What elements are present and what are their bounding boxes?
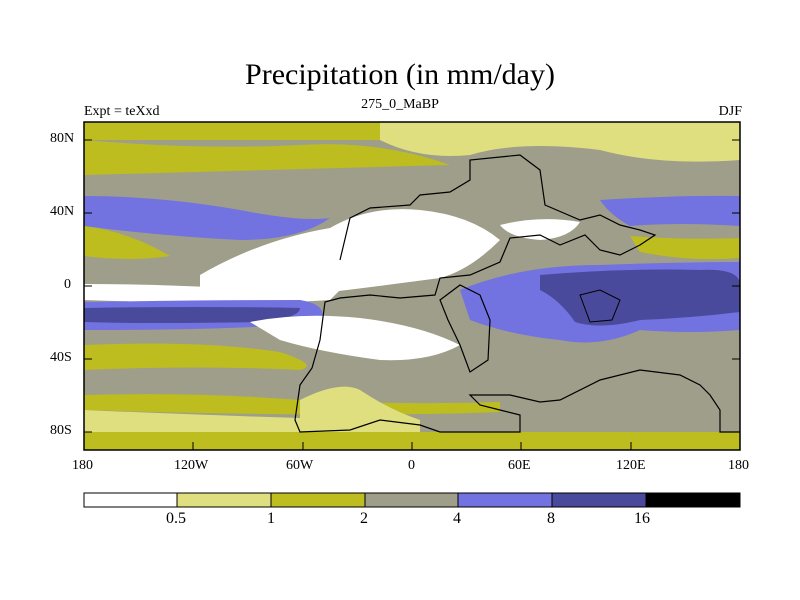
south-polar-band bbox=[84, 432, 740, 450]
lat-tick-label: 40S bbox=[50, 350, 72, 365]
island-outline bbox=[579, 289, 621, 323]
lat-tick-label: 80N bbox=[50, 131, 75, 146]
dry-continent-north bbox=[200, 209, 500, 296]
subtropical-band-east bbox=[630, 236, 740, 260]
season-label: DJF bbox=[718, 104, 742, 119]
colorbar-bin-2 bbox=[270, 492, 366, 508]
north-mid-band bbox=[84, 140, 450, 175]
tropical-wet-core-west bbox=[84, 307, 300, 323]
period-label: 275_0_MaBP bbox=[361, 97, 439, 112]
lat-tick-label: 80S bbox=[50, 423, 72, 438]
map-plot-area bbox=[83, 121, 741, 451]
colorbar-bin-4 bbox=[457, 492, 553, 508]
lon-tick-label: 120E bbox=[616, 458, 646, 473]
lon-tick-marks bbox=[83, 442, 741, 450]
southern-polar-light-band bbox=[84, 410, 300, 432]
southern-ocean-band bbox=[540, 370, 740, 399]
north-atlantic-storm-track bbox=[84, 196, 330, 240]
north-pacific-storm-track bbox=[600, 195, 740, 226]
southern-continent-outline bbox=[439, 284, 491, 373]
north-light-region bbox=[380, 122, 740, 162]
colorbar-label: 0.5 bbox=[166, 510, 186, 527]
lon-tick-label: 120W bbox=[174, 458, 209, 473]
colorbar-label: 2 bbox=[360, 510, 368, 527]
lat-tick-marks bbox=[84, 139, 740, 433]
dry-continent-south bbox=[250, 315, 460, 361]
colorbar-label: 8 bbox=[547, 510, 555, 527]
colorbar bbox=[83, 492, 741, 508]
experiment-label: Expt = teXxd bbox=[84, 104, 160, 119]
continent-outline bbox=[294, 154, 740, 433]
southern-mid-band bbox=[84, 343, 307, 370]
lon-tick-label: 60W bbox=[286, 458, 314, 473]
lat-tick-label: 0 bbox=[64, 277, 71, 292]
colorbar-bin-6 bbox=[645, 492, 741, 508]
lat-tick-label: 40N bbox=[50, 204, 75, 219]
colorbar-label: 1 bbox=[267, 510, 275, 527]
dry-region-northeast bbox=[500, 219, 580, 240]
map-title: Precipitation (in mm/day) bbox=[245, 58, 555, 91]
tropical-wet-core-east bbox=[540, 269, 740, 326]
southern-storm-band bbox=[84, 394, 500, 415]
subtropical-band-west bbox=[84, 226, 170, 259]
lon-tick-label: 180 bbox=[728, 458, 749, 473]
lon-tick-label: 0 bbox=[408, 458, 415, 473]
equatorial-dry-strip bbox=[84, 284, 340, 303]
colorbar-bin-3 bbox=[364, 492, 459, 508]
colorbar-bin-0 bbox=[83, 492, 178, 508]
lon-tick-label: 180 bbox=[72, 458, 93, 473]
colorbar-label: 4 bbox=[453, 510, 461, 527]
colorbar-bin-1 bbox=[176, 492, 272, 508]
colorbar-bin-5 bbox=[551, 492, 647, 508]
lon-tick-label: 60E bbox=[508, 458, 531, 473]
colorbar-label: 16 bbox=[634, 510, 650, 527]
